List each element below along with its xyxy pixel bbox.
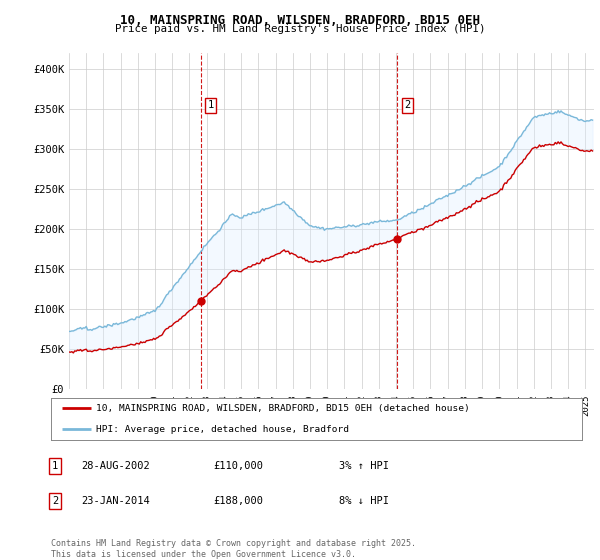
Text: 2: 2 xyxy=(404,100,410,110)
Text: 3% ↑ HPI: 3% ↑ HPI xyxy=(339,461,389,471)
Text: £110,000: £110,000 xyxy=(213,461,263,471)
Text: 23-JAN-2014: 23-JAN-2014 xyxy=(81,496,150,506)
Text: Contains HM Land Registry data © Crown copyright and database right 2025.
This d: Contains HM Land Registry data © Crown c… xyxy=(51,539,416,559)
Text: £188,000: £188,000 xyxy=(213,496,263,506)
Text: 8% ↓ HPI: 8% ↓ HPI xyxy=(339,496,389,506)
Text: 10, MAINSPRING ROAD, WILSDEN, BRADFORD, BD15 0EH: 10, MAINSPRING ROAD, WILSDEN, BRADFORD, … xyxy=(120,14,480,27)
Text: HPI: Average price, detached house, Bradford: HPI: Average price, detached house, Brad… xyxy=(96,424,349,433)
Text: 1: 1 xyxy=(208,100,214,110)
Text: Price paid vs. HM Land Registry's House Price Index (HPI): Price paid vs. HM Land Registry's House … xyxy=(115,24,485,34)
Text: 2: 2 xyxy=(52,496,58,506)
Text: 1: 1 xyxy=(52,461,58,471)
Text: 10, MAINSPRING ROAD, WILSDEN, BRADFORD, BD15 0EH (detached house): 10, MAINSPRING ROAD, WILSDEN, BRADFORD, … xyxy=(96,404,470,413)
Text: 28-AUG-2002: 28-AUG-2002 xyxy=(81,461,150,471)
